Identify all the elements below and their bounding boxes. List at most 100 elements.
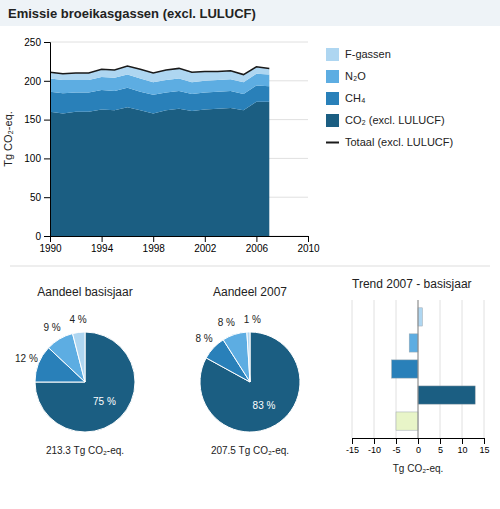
x-axis-line [353, 439, 485, 445]
y-axis-tick-label: 0 [35, 231, 41, 242]
y-axis-title: Tg CO₂-eq. [2, 111, 14, 167]
x-axis-tick-label: -15 [346, 445, 359, 455]
y-axis-tick-label: 100 [24, 153, 41, 164]
legend-label: CH₄ [345, 92, 366, 104]
data-label: 4 % [69, 314, 86, 325]
y-axis-tick: 100 [24, 153, 50, 164]
y-axis-tick: 150 [24, 114, 50, 125]
x-grid-line [418, 300, 419, 438]
data-label: 9 % [43, 322, 60, 333]
x-axis-tick-mark [462, 438, 463, 444]
pie-slice [223, 332, 250, 382]
pie-slice [200, 332, 300, 432]
x-axis-line [51, 237, 309, 243]
x-axis-tick-mark [484, 438, 485, 444]
y-axis-tick: 250 [24, 37, 50, 48]
x-axis-tick: -15 [346, 438, 359, 455]
pie-slices [35, 332, 135, 432]
x-grid-line [462, 300, 463, 438]
data-label: 75 % [93, 396, 116, 407]
x-axis-tick: 0 [416, 438, 421, 455]
x-grid [352, 300, 484, 438]
line-series [50, 66, 269, 75]
y-axis-tick-mark [44, 158, 50, 159]
x-axis-tick-label: 2010 [297, 243, 320, 254]
x-axis-tick-mark [418, 438, 419, 444]
chart-root: Emissie broeikasgassen (excl. LULUCF)199… [0, 0, 500, 509]
y-axis-line [44, 43, 51, 237]
x-axis-tick: -5 [392, 438, 400, 455]
x-axis-tick-label: 1994 [91, 243, 114, 254]
y-grid [50, 42, 308, 236]
x-axis-tick-label: 15 [479, 445, 489, 455]
x-axis-tick-label: 1998 [143, 243, 166, 254]
y-axis-tick-label: 50 [30, 192, 42, 203]
x-axis-tick: 2002 [194, 236, 217, 254]
bar-title: Trend 2007 - basisjaar [352, 277, 472, 291]
bar [392, 360, 418, 378]
y-axis-tick: 0 [35, 231, 50, 242]
x-axis-tick-mark [352, 438, 353, 444]
legend-label: CO₂ (excl. LULUCF) [345, 114, 445, 126]
x-axis-tick-label: 2002 [194, 243, 217, 254]
legend: F-gassenN₂OCH₄CO₂ (excl. LULUCF)Totaal (… [326, 48, 453, 148]
data-label: 1 % [244, 314, 261, 325]
separator [10, 266, 490, 267]
legend-swatch [326, 114, 339, 127]
y-axis-tick-mark [44, 42, 50, 43]
x-grid-line [484, 300, 485, 438]
plot-area [50, 66, 269, 236]
x-axis-tick-mark [102, 236, 103, 242]
y-axis-tick-mark [44, 120, 50, 121]
x-grid-line [352, 300, 353, 438]
area-chart: 1990 1994 1998 2002 2006 2010 0 50 100 150 200 250 T… [2, 37, 453, 254]
data-label: 83 % [253, 400, 276, 411]
pie-labels: 75 %12 %9 %4 % [15, 314, 116, 407]
bar [418, 386, 475, 404]
y-axis-tick-label: 250 [24, 37, 41, 48]
pie-slice [73, 332, 85, 382]
x-axis-tick-label: 0 [416, 445, 421, 455]
x-axis-tick-label: 1990 [39, 243, 62, 254]
x-axis-tick: 15 [479, 438, 489, 455]
bar-chart: Trend 2007 - basisjaar -15 -10 -5 0 5 10 15 Tg C… [346, 277, 490, 474]
pie-title: Aandeel 2007 [213, 285, 287, 299]
pie-chart: Aandeel 200783 %8 %8 %1 %207.5 Tg CO₂-eq… [195, 285, 300, 456]
x-axis-tick-mark [374, 438, 375, 444]
legend-swatch [326, 70, 339, 83]
x-axis-tick: 1994 [91, 236, 114, 254]
x-axis-tick-mark [440, 438, 441, 444]
data-label: 8 % [195, 333, 212, 344]
legend-item: CO₂ (excl. LULUCF) [326, 114, 445, 127]
pie-title: Aandeel basisjaar [37, 285, 132, 299]
x-axis-tick: 2006 [246, 236, 269, 254]
x-axis-tick-label: 10 [457, 445, 467, 455]
y-axis-tick: 200 [24, 76, 50, 87]
x-axis: 1990 1994 1998 2002 2006 2010 [39, 236, 320, 254]
x-axis-tick-label: 5 [438, 445, 443, 455]
title-banner [0, 0, 500, 26]
x-axis-tick-label: -10 [368, 445, 381, 455]
x-axis-tick: 10 [457, 438, 467, 455]
bar [418, 308, 422, 326]
pie-chart: Aandeel basisjaar75 %12 %9 %4 %213.3 Tg … [15, 285, 135, 456]
legend-swatch [326, 48, 339, 61]
pie-slice [35, 332, 135, 432]
legend-label: F-gassen [345, 48, 391, 60]
y-grid-line [50, 42, 308, 43]
x-axis-tick: 1990 [39, 236, 62, 254]
legend-item: N₂O [326, 70, 366, 83]
y-axis-tick-label: 200 [24, 76, 41, 87]
bar [409, 334, 418, 352]
y-axis: 0 50 100 150 200 250 [24, 37, 50, 242]
y-axis-tick-mark [44, 81, 50, 82]
legend-swatch [326, 92, 339, 105]
data-label: 8 % [218, 317, 235, 328]
legend-item: CH₄ [326, 92, 366, 105]
pie-slices [200, 332, 300, 432]
x-axis-tick-mark [153, 236, 154, 242]
x-axis-title: Tg CO₂-eq. [393, 463, 444, 474]
plot-area [392, 308, 476, 430]
x-axis-tick-label: 2006 [246, 243, 269, 254]
pie-subtitle: 213.3 Tg CO₂-eq. [46, 445, 124, 456]
